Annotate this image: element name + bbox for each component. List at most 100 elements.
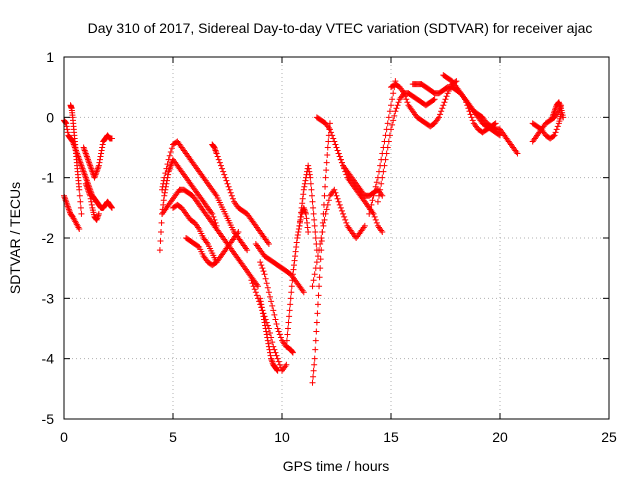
data-point <box>265 343 272 350</box>
data-point <box>277 334 284 341</box>
data-point <box>319 228 326 235</box>
data-point <box>377 186 384 193</box>
data-point <box>334 147 341 154</box>
data-point <box>276 361 283 368</box>
data-point <box>390 117 397 124</box>
data-point <box>296 222 303 229</box>
data-point <box>553 126 560 133</box>
data-point <box>376 192 383 199</box>
data-point <box>262 322 269 329</box>
data-point <box>235 228 242 235</box>
data-point <box>384 144 391 151</box>
data-point <box>261 316 268 323</box>
data-point <box>272 349 279 356</box>
data-point <box>435 114 442 121</box>
data-point <box>372 183 379 190</box>
data-point <box>99 141 106 148</box>
data-point <box>260 313 267 320</box>
data-point <box>321 216 328 223</box>
data-point <box>311 216 318 223</box>
data-point <box>300 186 307 193</box>
data-point <box>284 331 291 338</box>
data-point <box>310 277 317 284</box>
data-point <box>325 138 332 145</box>
data-point <box>222 174 229 181</box>
data-point <box>264 284 271 291</box>
data-point <box>388 126 394 133</box>
data-point <box>160 201 167 208</box>
data-point <box>390 90 397 97</box>
x-tick-label: 15 <box>383 429 399 445</box>
data-point <box>317 256 324 263</box>
data-point <box>98 147 105 154</box>
series-track-c <box>67 102 85 217</box>
data-point <box>96 156 103 163</box>
data-point <box>336 153 343 160</box>
data-point <box>263 280 270 287</box>
data-point <box>76 192 83 199</box>
data-point <box>305 228 312 235</box>
data-point <box>372 216 379 223</box>
data-point <box>324 144 331 151</box>
data-point <box>209 210 216 217</box>
data-point <box>224 180 231 187</box>
data-point <box>96 159 103 166</box>
y-tick-label: 1 <box>46 49 54 65</box>
data-point <box>322 174 329 181</box>
data-point <box>159 186 166 193</box>
data-point <box>87 195 94 202</box>
data-point <box>338 207 345 214</box>
data-point <box>307 180 314 187</box>
data-point <box>404 99 411 106</box>
data-point <box>322 210 329 217</box>
data-point <box>195 243 202 250</box>
data-point <box>469 117 476 124</box>
data-point <box>216 159 223 166</box>
data-point <box>225 183 232 190</box>
data-point <box>258 262 265 269</box>
data-point <box>157 238 164 245</box>
data-point <box>289 349 296 356</box>
data-point <box>98 150 105 157</box>
data-point <box>286 313 293 320</box>
data-point <box>273 320 280 327</box>
data-point <box>77 198 84 205</box>
data-point <box>215 156 222 163</box>
data-point <box>250 283 257 290</box>
data-point <box>371 188 378 195</box>
data-point <box>227 189 234 196</box>
data-point <box>301 183 308 190</box>
data-point <box>441 99 448 106</box>
data-point <box>95 210 102 217</box>
data-point <box>301 180 308 187</box>
data-point <box>87 192 94 199</box>
series-track-ac <box>529 111 565 142</box>
data-point <box>554 123 561 130</box>
data-point <box>163 165 170 172</box>
data-point <box>262 325 269 332</box>
data-point <box>369 197 376 204</box>
data-point <box>312 228 319 235</box>
series-track-d <box>80 132 115 181</box>
data-point <box>288 283 295 290</box>
data-point <box>99 144 106 151</box>
data-point <box>223 177 230 184</box>
data-point <box>335 150 342 157</box>
data-point <box>274 355 281 362</box>
data-point <box>221 171 228 178</box>
data-point <box>165 156 172 163</box>
data-point <box>389 96 396 103</box>
data-point <box>262 275 269 282</box>
data-point <box>308 192 315 199</box>
data-point <box>228 192 235 199</box>
data-point <box>161 174 168 181</box>
data-point <box>381 162 388 169</box>
data-point <box>165 171 172 178</box>
data-point <box>492 120 499 127</box>
data-point <box>312 337 319 344</box>
data-point <box>274 367 281 374</box>
data-point <box>439 105 446 112</box>
data-point <box>325 197 332 204</box>
data-point <box>267 330 274 337</box>
data-point <box>249 280 256 287</box>
